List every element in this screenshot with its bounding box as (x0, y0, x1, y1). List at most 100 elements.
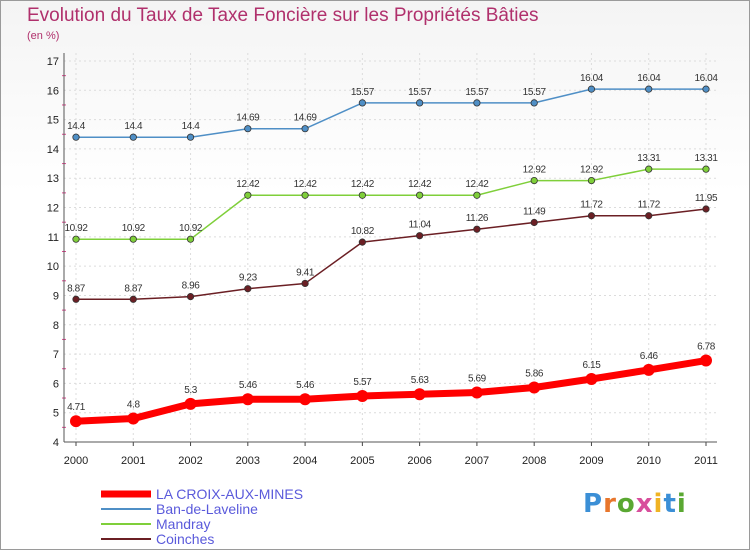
data-point-mandray-2000 (72, 235, 80, 243)
data-label-ban-de-laveline-2006: 15.57 (408, 87, 432, 98)
data-label-coinches-2000: 8.87 (67, 283, 86, 294)
data-point-coinches-2008 (530, 218, 538, 227)
data-point-ban-de-laveline-2001 (129, 133, 137, 141)
x-tick-label-2010: 2010 (636, 455, 660, 467)
data-label-mandray-2011: 13.31 (694, 153, 718, 164)
chart-unit: (en %) (27, 30, 60, 42)
legend-label-la-croix-aux-mines: LA CROIX-AUX-MINES (156, 486, 303, 502)
data-point-mandray-2004 (301, 191, 309, 199)
data-point-mandray-2006 (416, 191, 424, 199)
legend-label-ban-de-laveline: Ban-de-Laveline (156, 501, 258, 517)
data-label-coinches-2001: 8.87 (124, 283, 143, 294)
logo-letter: i (676, 489, 687, 519)
y-tick-label-15: 15 (47, 115, 59, 127)
data-point-la-croix-aux-mines-2009 (585, 372, 598, 385)
data-label-coinches-2011: 11.95 (695, 193, 718, 204)
y-tick-label-5: 5 (53, 408, 59, 420)
data-label-mandray-2009: 12.92 (580, 165, 604, 176)
data-label-mandray-2003: 12.42 (236, 179, 260, 190)
data-point-coinches-2005 (358, 238, 366, 246)
data-point-coinches-2010 (645, 212, 653, 220)
x-tick-label-2000: 2000 (64, 455, 88, 467)
data-label-ban-de-laveline-2005: 15.57 (351, 87, 375, 98)
data-label-ban-de-laveline-2008: 15.57 (523, 87, 547, 98)
data-point-coinches-2004 (301, 279, 309, 288)
x-tick-label-2004: 2004 (293, 455, 317, 467)
data-point-la-croix-aux-mines-2001 (127, 412, 140, 425)
data-label-mandray-2010: 13.31 (637, 153, 661, 164)
data-point-la-croix-aux-mines-2008 (528, 381, 541, 394)
data-label-ban-de-laveline-2000: 14.4 (67, 121, 86, 132)
legend-label-mandray: Mandray (156, 516, 210, 532)
data-label-la-croix-aux-mines-2008: 5.86 (525, 368, 544, 379)
logo-letter: o (616, 489, 636, 519)
data-point-la-croix-aux-mines-2011 (700, 354, 712, 367)
proxiti-logo: Proxiti (583, 489, 687, 519)
series-line-la-croix-aux-mines (72, 357, 710, 425)
data-point-coinches-2006 (416, 232, 424, 240)
data-point-mandray-2007 (473, 191, 481, 199)
data-point-coinches-2001 (129, 295, 137, 303)
data-label-la-croix-aux-mines-2001: 4.8 (127, 400, 141, 411)
data-point-ban-de-laveline-2004 (301, 125, 309, 133)
data-label-coinches-2003: 9.23 (239, 273, 258, 284)
data-point-ban-de-laveline-2002 (186, 133, 195, 141)
logo-letter: i (653, 489, 664, 519)
data-label-mandray-2006: 12.42 (408, 179, 432, 190)
data-label-ban-de-laveline-2011: 16.04 (694, 73, 718, 84)
data-label-mandray-2007: 12.42 (465, 179, 489, 190)
x-tick-label-2008: 2008 (522, 455, 546, 467)
data-point-la-croix-aux-mines-2007 (470, 386, 483, 399)
data-point-mandray-2002 (186, 235, 195, 243)
x-tick-label-2001: 2001 (121, 455, 145, 467)
data-label-mandray-2001: 10.92 (122, 223, 146, 234)
data-label-mandray-2004: 12.42 (294, 179, 318, 190)
data-point-la-croix-aux-mines-2000 (70, 415, 82, 428)
data-label-la-croix-aux-mines-2005: 5.57 (353, 377, 372, 388)
y-tick-label-17: 17 (47, 56, 59, 68)
data-point-la-croix-aux-mines-2006 (413, 388, 426, 401)
data-label-coinches-2008: 11.49 (523, 206, 546, 217)
legend: LA CROIX-AUX-MINESBan-de-LavelineMandray… (101, 486, 303, 547)
data-label-la-croix-aux-mines-2004: 5.46 (296, 380, 315, 391)
y-tick-label-10: 10 (47, 261, 59, 273)
x-tick-label-2002: 2002 (178, 455, 202, 467)
data-point-mandray-2010 (645, 165, 653, 173)
data-label-coinches-2004: 9.41 (296, 267, 315, 278)
data-label-la-croix-aux-mines-2009: 6.15 (583, 360, 602, 371)
x-tick-label-2007: 2007 (465, 455, 489, 467)
data-label-la-croix-aux-mines-2003: 5.46 (239, 380, 258, 391)
data-label-coinches-2009: 11.72 (580, 200, 603, 211)
x-tick-label-2003: 2003 (236, 455, 260, 467)
data-label-ban-de-laveline-2004: 14.69 (294, 113, 318, 124)
y-tick-label-12: 12 (47, 203, 59, 215)
data-point-coinches-2003 (244, 285, 252, 293)
data-point-la-croix-aux-mines-2004 (299, 393, 312, 406)
data-point-ban-de-laveline-2003 (244, 125, 252, 133)
data-point-mandray-2005 (358, 191, 366, 199)
data-label-mandray-2008: 12.92 (523, 165, 547, 176)
grid-layer (64, 53, 717, 442)
data-label-la-croix-aux-mines-2010: 6.46 (640, 351, 659, 362)
axes-layer: 4 5 6 7 8 9 10 11 12 13 14 15 16 17 2000 2001 2002 2003 20… (47, 53, 718, 467)
data-point-ban-de-laveline-2011 (702, 85, 710, 93)
y-tick-label-4: 4 (53, 437, 59, 449)
data-label-ban-de-laveline-2009: 16.04 (580, 73, 604, 84)
data-point-ban-de-laveline-2008 (530, 99, 538, 107)
data-label-layer: 14.4 14.4 14.4 14.69 14.69 15.57 15.57 15.57 15.… (64, 73, 718, 413)
data-label-la-croix-aux-mines-2006: 5.63 (411, 375, 430, 386)
data-label-coinches-2010: 11.72 (638, 200, 661, 211)
data-point-mandray-2011 (702, 165, 710, 173)
data-point-ban-de-laveline-2010 (645, 85, 653, 93)
data-point-ban-de-laveline-2006 (416, 99, 424, 107)
data-point-la-croix-aux-mines-2002 (184, 397, 197, 410)
data-point-ban-de-laveline-2000 (72, 133, 80, 141)
y-tick-label-14: 14 (47, 144, 59, 156)
data-point-la-croix-aux-mines-2010 (642, 363, 655, 376)
y-tick-label-9: 9 (53, 290, 59, 302)
y-tick-label-11: 11 (48, 232, 59, 244)
y-tick-label-16: 16 (47, 85, 59, 97)
data-label-coinches-2005: 10.82 (351, 226, 375, 237)
data-point-mandray-2001 (129, 235, 137, 243)
